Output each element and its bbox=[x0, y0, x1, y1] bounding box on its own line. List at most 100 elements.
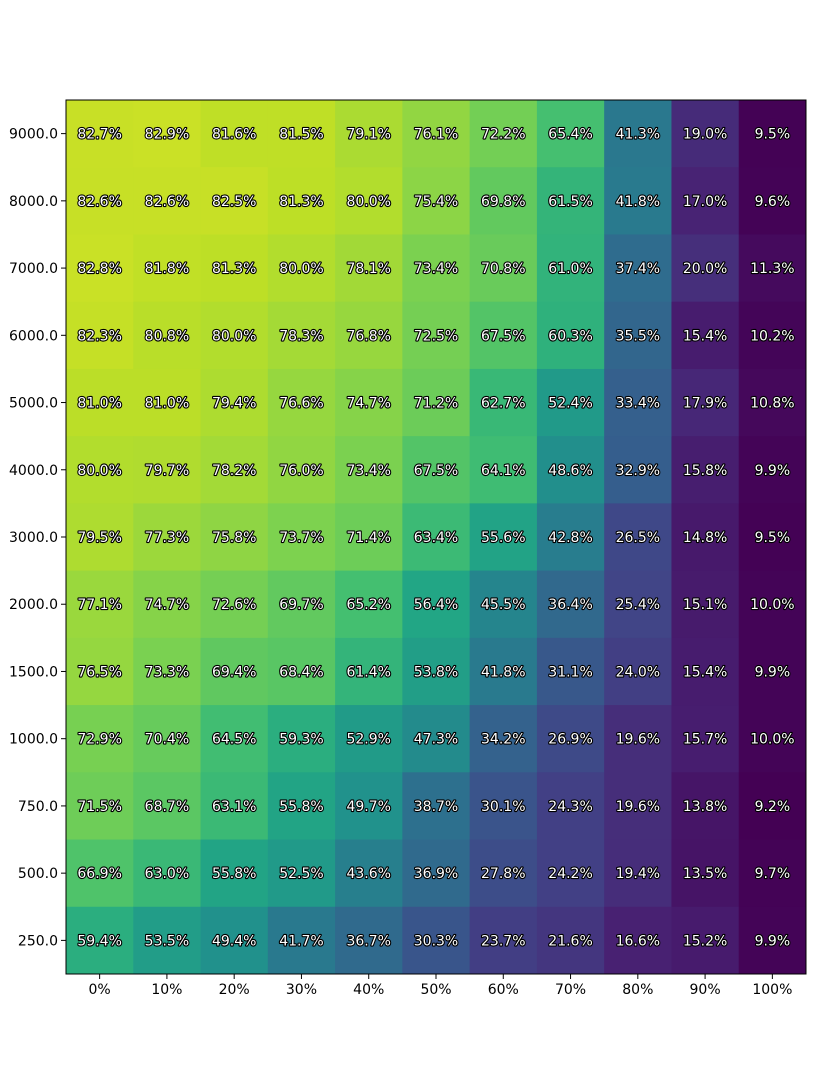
heatmap-cell bbox=[267, 368, 336, 437]
cell-value-label: 26.9% bbox=[548, 732, 592, 748]
heatmap-cell bbox=[671, 839, 740, 908]
cell-value-label: 82.7% bbox=[77, 127, 121, 143]
heatmap-cell bbox=[671, 906, 740, 975]
cell-value-label: 17.9% bbox=[683, 396, 727, 412]
heatmap-cell bbox=[133, 503, 202, 572]
cell-value-label: 47.3% bbox=[414, 732, 458, 748]
heatmap-cell bbox=[604, 839, 672, 908]
heatmap-cell bbox=[402, 705, 471, 773]
heatmap-cell bbox=[66, 368, 134, 437]
heatmap-cell bbox=[671, 436, 740, 504]
heatmap-cell bbox=[402, 234, 471, 303]
heatmap-cell bbox=[66, 705, 134, 773]
cell-value-label: 69.8% bbox=[481, 194, 525, 210]
cell-value-label: 61.5% bbox=[548, 194, 592, 210]
x-axis: 0% 10% 20% 30% 40% 50% 60% 70% 80% 90% 100% bbox=[89, 974, 792, 998]
heatmap-cell bbox=[738, 839, 807, 908]
cell-value-label: 72.2% bbox=[481, 127, 525, 143]
cell-value-label: 75.4% bbox=[414, 194, 458, 210]
heatmap-cell bbox=[200, 368, 269, 437]
y-tick-label: 6000.0 bbox=[9, 328, 58, 344]
heatmap-cell bbox=[738, 772, 807, 841]
cell-value-label: 15.7% bbox=[683, 732, 727, 748]
heatmap-cell bbox=[671, 368, 740, 437]
x-tick-label: 60% bbox=[488, 982, 519, 998]
y-tick-label: 1000.0 bbox=[9, 732, 58, 748]
cell-value-label: 73.3% bbox=[145, 664, 189, 680]
heatmap-cell bbox=[536, 839, 605, 908]
heatmap-cell bbox=[267, 839, 336, 908]
heatmap-cell bbox=[335, 772, 403, 841]
cell-value-label: 76.6% bbox=[279, 396, 323, 412]
heatmap-cell bbox=[66, 637, 134, 706]
cell-value-label: 25.4% bbox=[616, 597, 660, 613]
cell-value-label: 24.2% bbox=[548, 866, 592, 882]
heatmap-cell bbox=[267, 570, 336, 639]
cell-value-label: 30.1% bbox=[481, 799, 525, 815]
cell-value-label: 23.7% bbox=[481, 933, 525, 949]
y-tick-label: 7000.0 bbox=[9, 261, 58, 277]
heatmap-cell bbox=[335, 301, 403, 370]
heatmap-cell bbox=[671, 234, 740, 303]
heatmap-cell bbox=[133, 705, 202, 773]
cell-value-label: 63.1% bbox=[212, 799, 256, 815]
heatmap-cell bbox=[604, 436, 672, 504]
cell-value-label: 41.3% bbox=[616, 127, 660, 143]
cell-value-label: 9.9% bbox=[755, 664, 791, 680]
heatmap-cell bbox=[469, 570, 538, 639]
cell-value-label: 59.4% bbox=[77, 933, 121, 949]
cell-value-label: 81.6% bbox=[212, 127, 256, 143]
cell-value-label: 36.7% bbox=[346, 933, 390, 949]
cell-value-label: 76.1% bbox=[414, 127, 458, 143]
cell-value-label: 78.1% bbox=[346, 261, 390, 277]
heatmap-cell bbox=[402, 301, 471, 370]
cell-value-label: 62.7% bbox=[481, 396, 525, 412]
cell-value-label: 42.8% bbox=[548, 530, 592, 546]
heatmap-cell bbox=[536, 436, 605, 504]
y-tick-label: 1500.0 bbox=[9, 664, 58, 680]
heatmap-cell bbox=[335, 167, 403, 235]
heatmap-cell bbox=[536, 100, 605, 168]
cell-value-label: 19.6% bbox=[616, 799, 660, 815]
cell-value-label: 68.7% bbox=[145, 799, 189, 815]
heatmap-cell bbox=[66, 503, 134, 572]
heatmap-cell bbox=[200, 167, 269, 235]
heatmap-cell bbox=[66, 301, 134, 370]
cell-value-label: 9.6% bbox=[755, 194, 791, 210]
heatmap-cell bbox=[200, 436, 269, 504]
heatmap-cell bbox=[335, 100, 403, 168]
cell-value-label: 80.0% bbox=[212, 328, 256, 344]
heatmap-cell bbox=[267, 503, 336, 572]
cell-value-label: 81.3% bbox=[279, 194, 323, 210]
cell-value-label: 36.9% bbox=[414, 866, 458, 882]
cell-value-label: 70.4% bbox=[145, 732, 189, 748]
heatmap-cell bbox=[133, 100, 202, 168]
heatmap-cell bbox=[200, 772, 269, 841]
heatmap-cell bbox=[133, 234, 202, 303]
heatmap-cell bbox=[469, 167, 538, 235]
heatmap-cell bbox=[536, 772, 605, 841]
heatmap-cell bbox=[200, 705, 269, 773]
cell-value-label: 74.7% bbox=[145, 597, 189, 613]
x-tick-label: 100% bbox=[752, 982, 792, 998]
cell-value-label: 43.6% bbox=[346, 866, 390, 882]
cell-value-label: 37.4% bbox=[616, 261, 660, 277]
heatmap-cell bbox=[604, 167, 672, 235]
heatmap-cell bbox=[604, 906, 672, 975]
x-tick-label: 30% bbox=[286, 982, 317, 998]
heatmap-cell bbox=[133, 637, 202, 706]
heatmap-cell bbox=[267, 637, 336, 706]
heatmap-cell bbox=[738, 906, 807, 975]
heatmap-cell bbox=[267, 301, 336, 370]
heatmap-cell bbox=[738, 368, 807, 437]
heatmap-cell bbox=[536, 906, 605, 975]
cell-value-label: 16.6% bbox=[616, 933, 660, 949]
cell-value-label: 71.2% bbox=[414, 396, 458, 412]
cell-value-label: 36.4% bbox=[548, 597, 592, 613]
heatmap-cell bbox=[402, 772, 471, 841]
heatmap-cell bbox=[604, 503, 672, 572]
heatmap-cell bbox=[66, 839, 134, 908]
cell-value-label: 52.9% bbox=[346, 732, 390, 748]
heatmap-cell bbox=[200, 100, 269, 168]
cell-value-label: 10.0% bbox=[750, 732, 794, 748]
